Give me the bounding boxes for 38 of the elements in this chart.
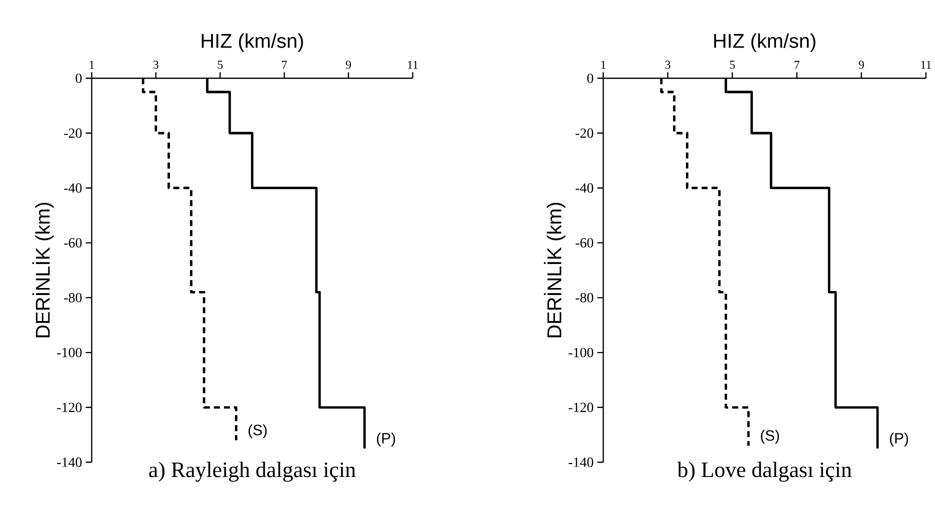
y-tick-label: -20 xyxy=(576,128,594,138)
series-label: (S) xyxy=(760,430,779,444)
x-axis-title: HIZ (km/sn) xyxy=(202,33,303,52)
x-tick-label: 5 xyxy=(730,60,735,69)
x-tick-label: 1 xyxy=(601,60,606,69)
x-tick-label: 9 xyxy=(346,60,351,69)
x-tick-label: 3 xyxy=(665,60,670,69)
y-tick-label: 0 xyxy=(76,74,82,84)
series-label: (P) xyxy=(890,432,908,447)
y-tick-label: -100 xyxy=(568,348,594,358)
y-tick-label: -40 xyxy=(64,183,82,193)
y-tick-label: -20 xyxy=(64,128,82,138)
y-tick-label: -80 xyxy=(64,293,82,302)
text: a) Rayleigh dalgası için xyxy=(149,462,356,482)
x-tick-label: 7 xyxy=(282,60,287,69)
y-tick-label: 0 xyxy=(587,74,594,84)
y-tick-label: -60 xyxy=(64,238,82,248)
series-label: (S) xyxy=(248,424,267,438)
x-tick-label: 9 xyxy=(858,60,864,69)
x-tick-label: 5 xyxy=(218,60,223,69)
x-tick-label: 11 xyxy=(921,60,931,69)
x-tick-label: 7 xyxy=(794,60,800,69)
x-axis-title: HIZ (km/sn) xyxy=(714,33,816,52)
y-tick-label: -100 xyxy=(57,348,82,358)
y-axis-title: DERİNLİK (km) xyxy=(32,202,54,338)
series-label: (P) xyxy=(376,432,396,447)
y-tick-label: -140 xyxy=(568,458,594,467)
y-tick-label: -140 xyxy=(57,458,82,467)
x-tick-label: 11 xyxy=(408,60,418,69)
y-tick-label: -120 xyxy=(57,402,82,412)
text: b) Love dalgası için xyxy=(677,462,852,482)
x-tick-label: 3 xyxy=(153,60,158,69)
x-tick-label: 1 xyxy=(90,60,94,69)
y-axis-title: DERİNLİK (km) xyxy=(544,202,566,338)
y-tick-label: -60 xyxy=(576,238,594,248)
y-tick-label: -40 xyxy=(576,183,594,193)
y-tick-label: -80 xyxy=(576,293,594,302)
y-tick-label: -120 xyxy=(568,402,594,412)
